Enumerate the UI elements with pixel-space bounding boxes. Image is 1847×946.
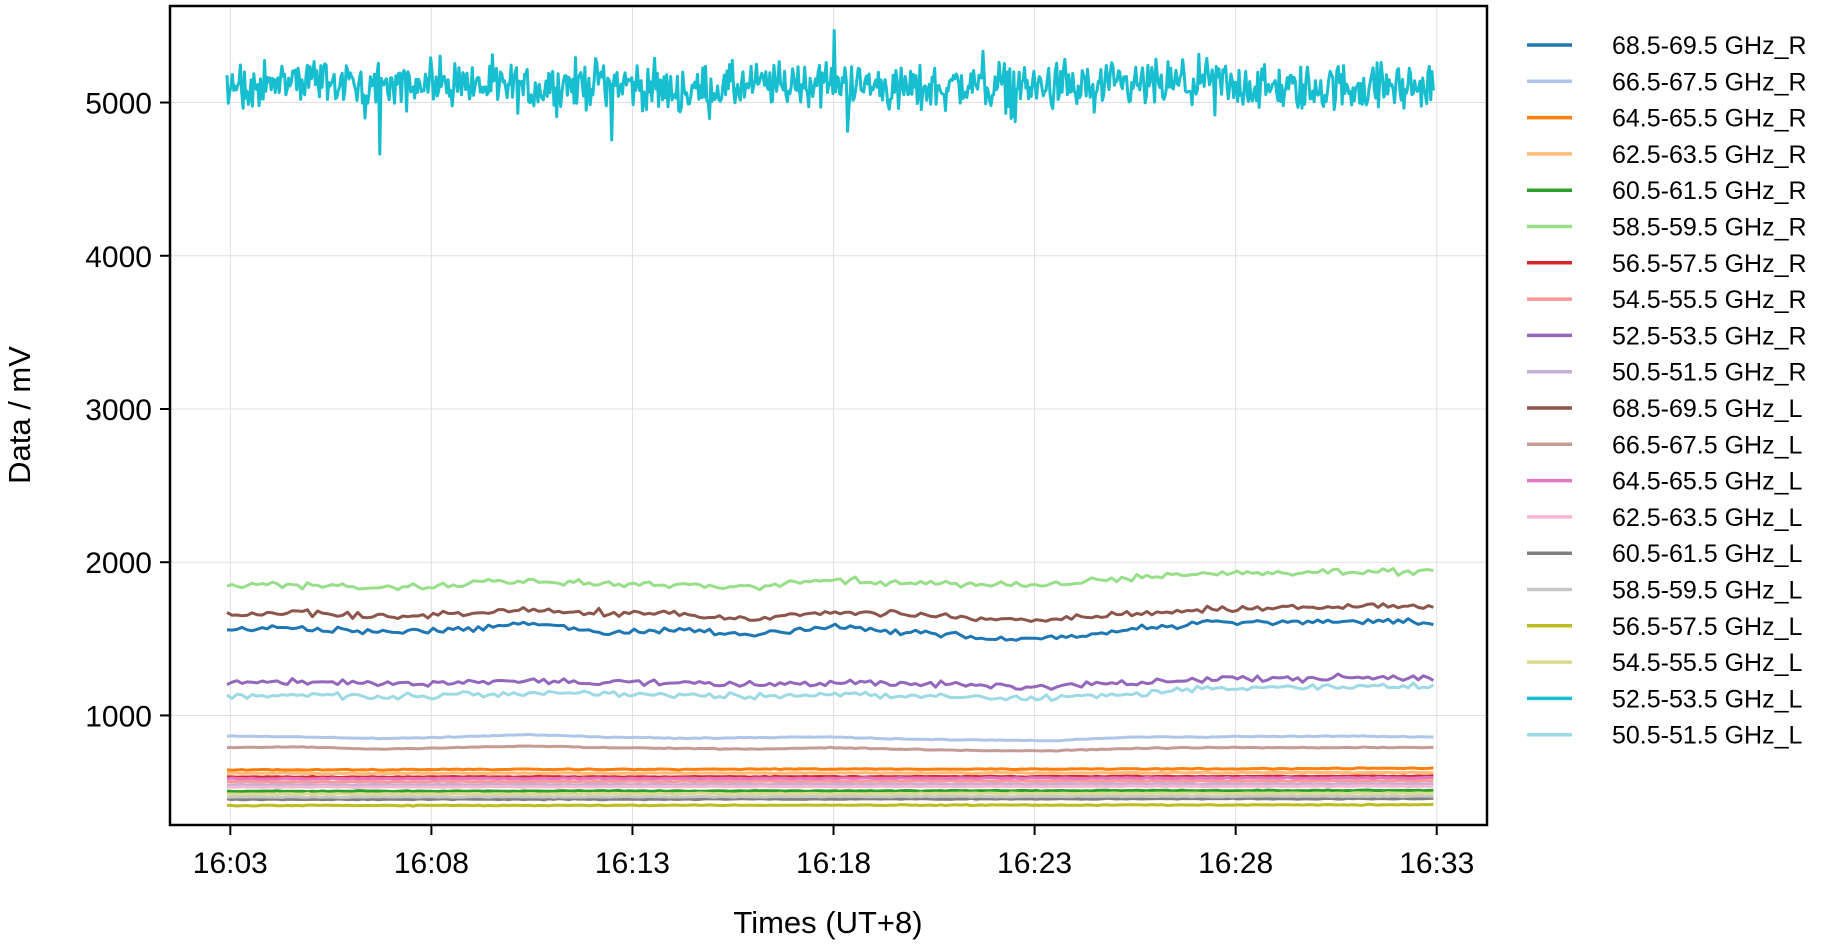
legend-label: 50.5-51.5 GHz_R	[1612, 359, 1807, 387]
series-line	[226, 791, 1434, 796]
series-line	[226, 732, 1434, 743]
series-line	[225, 29, 1435, 156]
legend-label: 56.5-57.5 GHz_L	[1612, 613, 1802, 641]
series-line	[226, 681, 1435, 702]
legend-label: 60.5-61.5 GHz_R	[1612, 177, 1807, 205]
y-tick-label: 3000	[85, 394, 152, 427]
axes-frame	[168, 4, 1489, 827]
legend-label: 54.5-55.5 GHz_L	[1612, 649, 1802, 677]
legend-label: 64.5-65.5 GHz_L	[1612, 468, 1802, 496]
legend-label: 62.5-63.5 GHz_R	[1612, 141, 1807, 169]
series-line	[226, 770, 1434, 776]
x-tick-label: 16:33	[1399, 847, 1474, 880]
y-tick-label: 1000	[85, 700, 152, 733]
legend: 68.5-69.5 GHz_R 66.5-67.5 GHz_R 64.5-65.5 …	[1527, 32, 1807, 750]
legend-label: 58.5-59.5 GHz_R	[1612, 214, 1807, 242]
x-tick-label: 16:23	[997, 847, 1072, 880]
y-tick-label: 2000	[85, 547, 152, 580]
y-tick-label: 5000	[85, 88, 152, 121]
y-tick-label: 4000	[85, 241, 152, 274]
legend-label: 58.5-59.5 GHz_L	[1612, 577, 1802, 605]
legend-label: 54.5-55.5 GHz_R	[1612, 286, 1807, 314]
series-line	[226, 672, 1435, 691]
series-line	[226, 744, 1434, 753]
series-line	[226, 775, 1434, 781]
series-line	[226, 766, 1434, 772]
legend-label: 50.5-51.5 GHz_L	[1612, 722, 1802, 750]
x-tick-label: 16:18	[796, 847, 871, 880]
legend-label: 68.5-69.5 GHz_L	[1612, 395, 1802, 423]
legend-label: 52.5-53.5 GHz_L	[1612, 685, 1802, 713]
legend-label: 66.5-67.5 GHz_R	[1612, 68, 1807, 96]
x-tick-label: 16:08	[394, 847, 469, 880]
legend-label: 62.5-63.5 GHz_L	[1612, 504, 1802, 532]
plot-area	[225, 29, 1435, 808]
series-line	[226, 788, 1434, 794]
legend-label: 64.5-65.5 GHz_R	[1612, 105, 1807, 133]
series-line	[226, 602, 1434, 623]
series-line	[226, 567, 1434, 592]
legend-label: 56.5-57.5 GHz_R	[1612, 250, 1807, 278]
series-line	[226, 796, 1434, 802]
series-line	[227, 782, 1434, 787]
series-line	[226, 794, 1434, 799]
series-line	[226, 778, 1434, 784]
y-axis-label: Data / mV	[2, 346, 37, 484]
legend-label: 60.5-61.5 GHz_L	[1612, 540, 1802, 568]
x-tick-label: 16:28	[1198, 847, 1273, 880]
x-axis-label: Times (UT+8)	[733, 905, 922, 940]
legend-label: 66.5-67.5 GHz_L	[1612, 431, 1802, 459]
legend-label: 52.5-53.5 GHz_R	[1612, 322, 1807, 350]
x-tick-label: 16:03	[193, 847, 268, 880]
series-line	[226, 784, 1434, 789]
series-line	[226, 617, 1434, 642]
series-line	[226, 802, 1434, 808]
grid	[170, 6, 1487, 825]
legend-label: 68.5-69.5 GHz_R	[1612, 32, 1807, 60]
axis-ticks: 16:03 16:08 16:13 16:18 16:23 16:28 16:33 1000 2…	[85, 88, 1474, 880]
x-tick-label: 16:13	[595, 847, 670, 880]
